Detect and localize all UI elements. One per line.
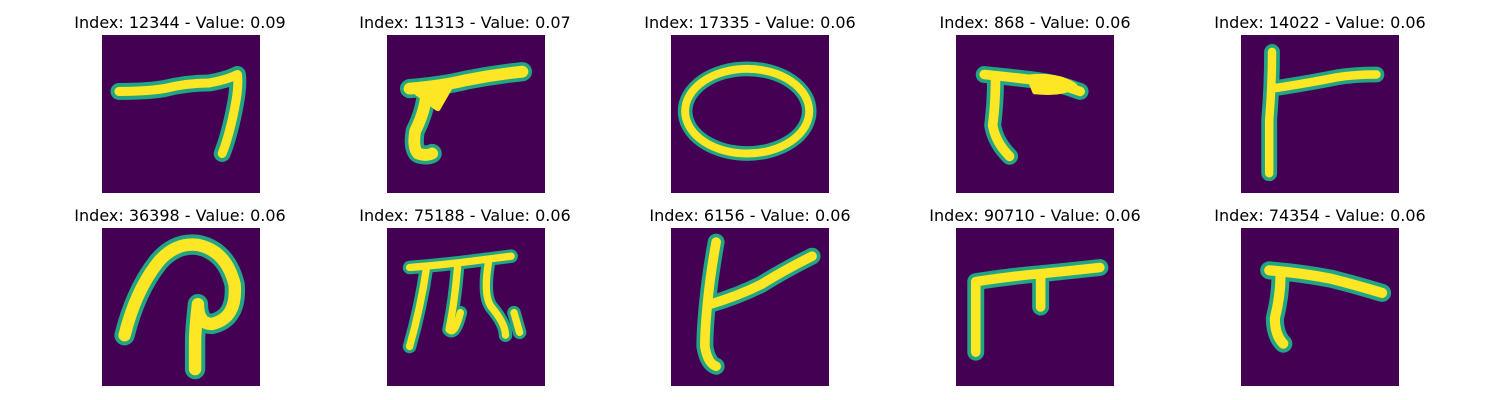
sample-tile-9: Index: 90710 - Value: 0.06 — [885, 195, 1185, 386]
sample-tile-6: Index: 36398 - Value: 0.06 — [30, 195, 330, 386]
sample-tile-7: Index: 75188 - Value: 0.06 — [315, 195, 615, 386]
sample-title: Index: 74354 - Value: 0.06 — [1214, 206, 1426, 225]
handwritten-stroke-7-icon — [1241, 228, 1399, 386]
sample-title: Index: 6156 - Value: 0.06 — [649, 206, 851, 225]
sample-tile-5: Index: 14022 - Value: 0.06 — [1170, 2, 1470, 193]
sample-tile-4: Index: 868 - Value: 0.06 — [885, 2, 1185, 193]
handwritten-stroke-0-icon — [671, 35, 829, 193]
sample-title: Index: 75188 - Value: 0.06 — [359, 206, 571, 225]
sample-title: Index: 17335 - Value: 0.06 — [644, 13, 856, 32]
handwritten-stroke-7-icon — [671, 228, 829, 386]
sample-title: Index: 11313 - Value: 0.07 — [359, 13, 571, 32]
sample-tile-10: Index: 74354 - Value: 0.06 — [1170, 195, 1470, 386]
handwritten-stroke-7-icon — [387, 35, 545, 193]
sample-title: Index: 36398 - Value: 0.06 — [74, 206, 286, 225]
sample-title: Index: 90710 - Value: 0.06 — [929, 206, 1141, 225]
sample-title: Index: 12344 - Value: 0.09 — [74, 13, 286, 32]
handwritten-stroke-loop-icon — [102, 228, 260, 386]
sample-title: Index: 868 - Value: 0.06 — [939, 13, 1131, 32]
handwritten-stroke-t-icon — [956, 228, 1114, 386]
sample-tile-3: Index: 17335 - Value: 0.06 — [600, 2, 900, 193]
handwritten-stroke-7-icon — [1241, 35, 1399, 193]
handwritten-stroke-m-icon — [387, 228, 545, 386]
sample-tile-1: Index: 12344 - Value: 0.09 — [30, 2, 330, 193]
sample-tile-2: Index: 11313 - Value: 0.07 — [315, 2, 615, 193]
handwritten-stroke-7-icon — [956, 35, 1114, 193]
sample-tile-8: Index: 6156 - Value: 0.06 — [600, 195, 900, 386]
handwritten-stroke-7-icon — [102, 35, 260, 193]
sample-title: Index: 14022 - Value: 0.06 — [1214, 13, 1426, 32]
